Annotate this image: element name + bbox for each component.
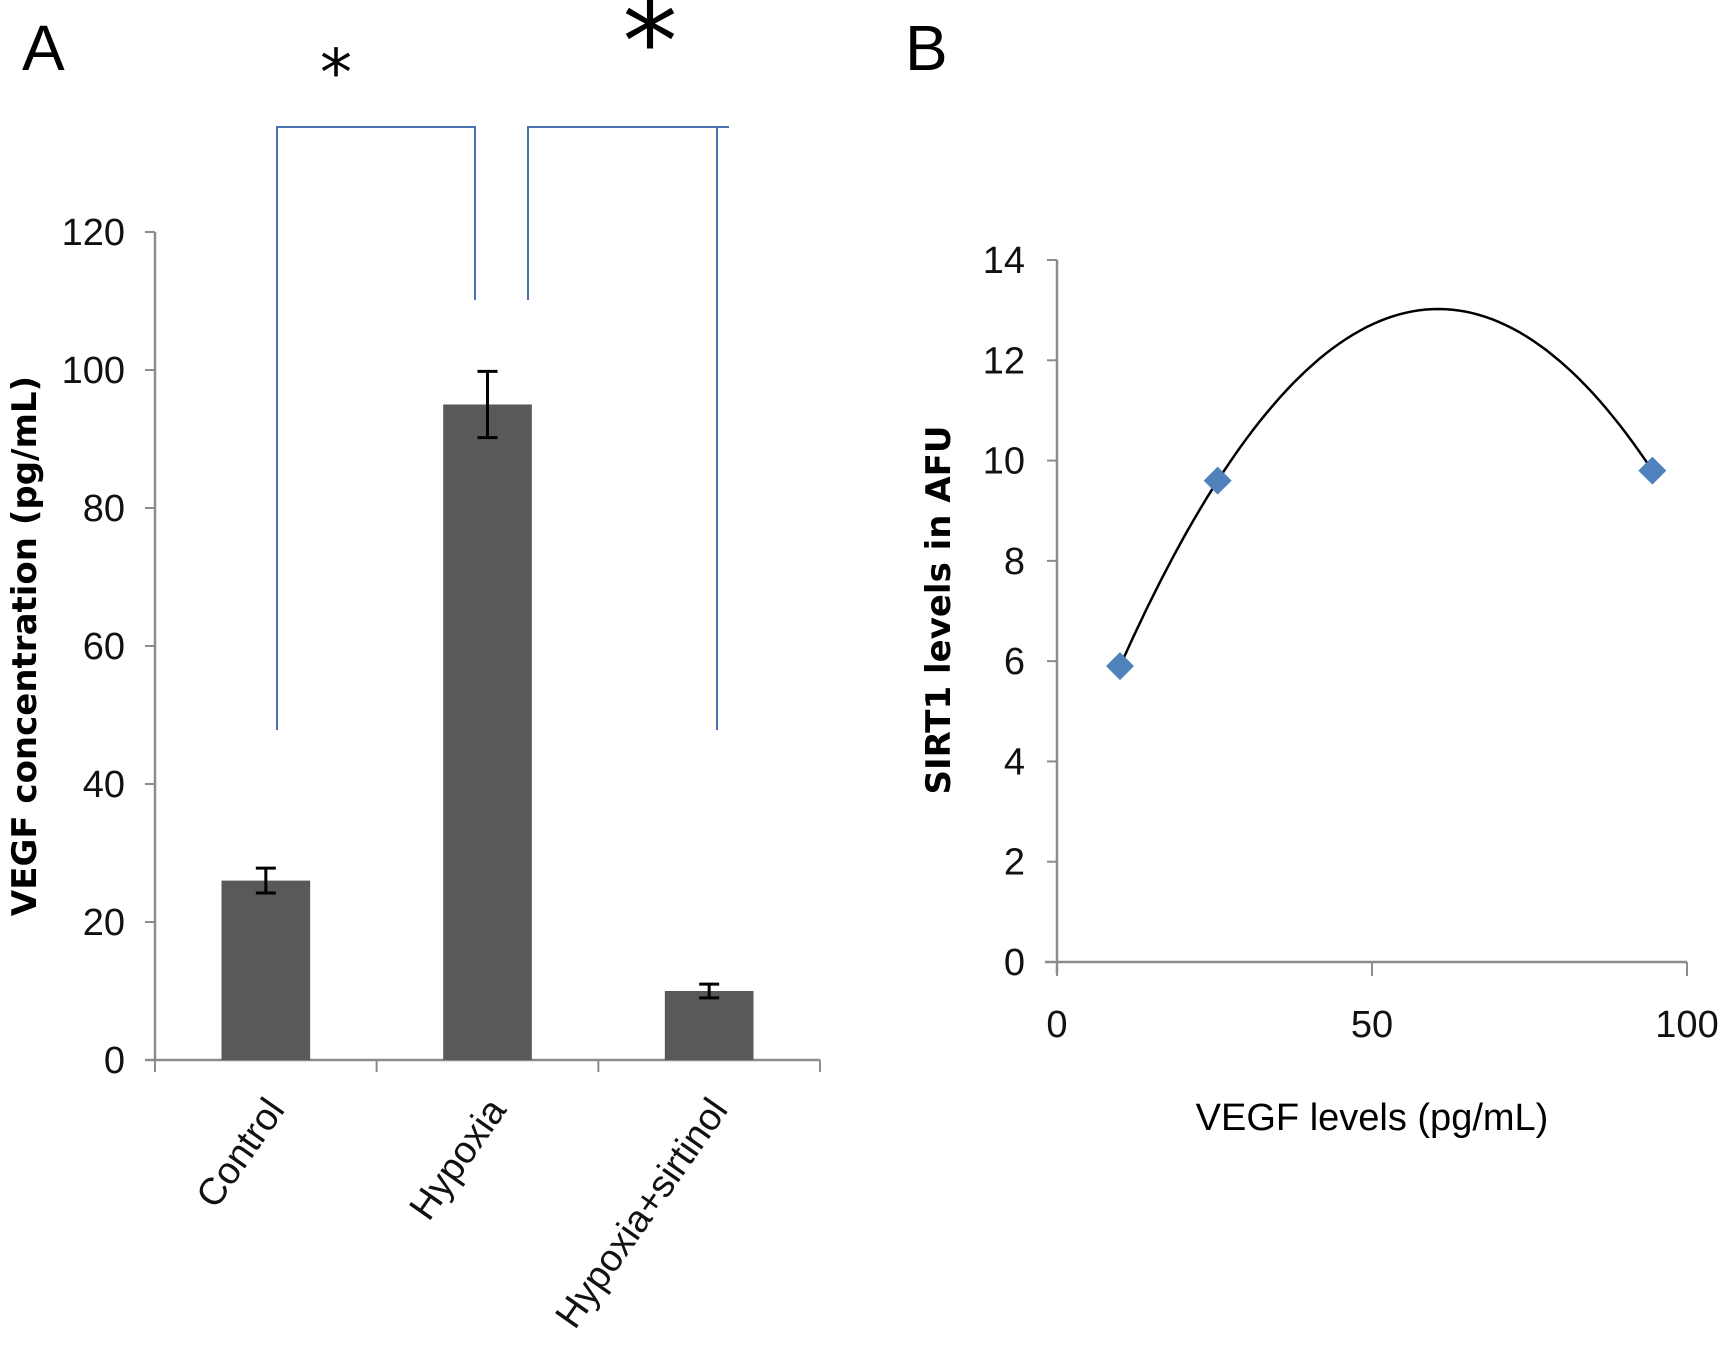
- panel-a-y-tick-label: 0: [104, 1040, 125, 1082]
- panel-b-y-tick-label: 2: [1004, 842, 1025, 884]
- panel-a-y-tick-label: 20: [83, 902, 125, 944]
- significance-star: *: [623, 0, 678, 106]
- panel-b-y-tick-label: 0: [1004, 942, 1025, 984]
- panel-a-y-tick-label: 80: [83, 488, 125, 530]
- panel-a-y-tick-label: 40: [83, 764, 125, 806]
- panel-b-y-tick-label: 12: [983, 340, 1025, 382]
- significance-bracket: [527, 126, 729, 730]
- bar: [221, 880, 311, 1060]
- panel-a-y-tick-label: 60: [83, 626, 125, 668]
- panel-a-y-tick-label: 100: [62, 350, 125, 392]
- significance-star: *: [320, 37, 352, 111]
- panel-a-axes: 0 20 40 60 80 100 120: [62, 212, 821, 1082]
- panel-b-axes: 0 2 4 6 8 10 12 14 0 50 100: [983, 240, 1719, 1046]
- significance-brackets: * *: [276, 0, 729, 730]
- significance-bracket: [276, 126, 476, 730]
- panel-b-x-tick-label: 100: [1655, 1004, 1718, 1046]
- panel-a-category-labels: Control Hypoxia Hypoxia+sirtinol: [189, 1090, 737, 1335]
- data-point-marker: [1106, 652, 1134, 681]
- category-label: Hypoxia+sirtinol: [548, 1091, 737, 1336]
- panel-a-y-axis-title: VEGF concentration (pg/mL): [5, 376, 45, 916]
- panel-b-label: B: [905, 12, 948, 84]
- panel-a-label: A: [22, 12, 65, 84]
- panel-a-bars: [221, 369, 754, 1060]
- data-point-marker: [1203, 466, 1232, 495]
- panel-b-y-tick-label: 8: [1004, 541, 1025, 583]
- category-label: Hypoxia: [402, 1090, 516, 1227]
- panel-b-y-tick-label: 6: [1004, 641, 1025, 683]
- data-point-marker: [1638, 456, 1667, 485]
- bar: [664, 991, 754, 1060]
- panel-b-x-axis-title: VEGF levels (pg/mL): [1196, 1097, 1549, 1139]
- bar: [443, 404, 532, 1060]
- panel-a-y-tick-label: 120: [62, 212, 125, 254]
- panel-b-x-tick-label: 50: [1351, 1004, 1393, 1046]
- panel-b-y-axis-title: SIRT1 levels in AFU: [919, 426, 959, 795]
- category-label: Control: [189, 1091, 294, 1215]
- panel-b-points: [1106, 456, 1667, 681]
- panel-b-y-tick-label: 10: [983, 441, 1025, 483]
- panel-b-y-tick-label: 4: [1004, 741, 1025, 783]
- panel-b-trendline: [1118, 307, 1654, 667]
- panel-b-x-tick-label: 0: [1046, 1004, 1067, 1046]
- panel-b-y-tick-label: 14: [983, 240, 1025, 282]
